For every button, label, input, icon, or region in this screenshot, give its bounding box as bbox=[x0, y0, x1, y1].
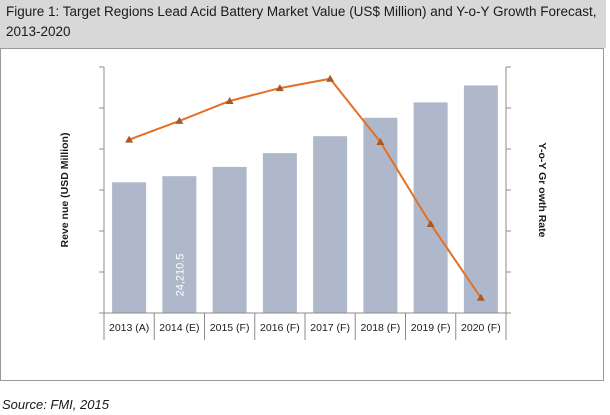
growth-point-marker bbox=[476, 293, 485, 301]
chart-bar bbox=[212, 166, 247, 313]
chart-bar bbox=[112, 182, 147, 313]
x-tick-label: 2020 (F) bbox=[461, 322, 501, 334]
x-tick-label: 2014 (E) bbox=[159, 322, 199, 334]
source-note: Source: FMI, 2015 bbox=[2, 397, 109, 412]
chart-bar bbox=[413, 102, 448, 313]
x-tick-label: 2013 (A) bbox=[109, 322, 149, 334]
chart-bar bbox=[313, 136, 348, 313]
x-tick-label: 2015 (F) bbox=[210, 322, 250, 334]
chart-frame: 2013 (A) 2014 (E) 2015 (F) 2016 (F) 2017 (F)… bbox=[0, 48, 604, 381]
growth-point-marker bbox=[326, 74, 335, 82]
growth-line bbox=[128, 77, 482, 299]
y-axis-right-title: Y-o-Y Gr owth Rate bbox=[536, 143, 548, 238]
chart-bar bbox=[262, 153, 297, 313]
growth-point-marker bbox=[426, 219, 435, 227]
growth-point-marker bbox=[275, 84, 284, 92]
x-tick-label: 2018 (F) bbox=[361, 322, 401, 334]
chart-svg: 2013 (A) 2014 (E) 2015 (F) 2016 (F) 2017 (F)… bbox=[59, 66, 548, 340]
chart-bar bbox=[463, 85, 498, 313]
x-tick-label: 2019 (F) bbox=[411, 322, 451, 334]
figure-header: Figure 1: Target Regions Lead Acid Batte… bbox=[0, 0, 606, 48]
x-tick-label: 2017 (F) bbox=[310, 322, 350, 334]
growth-point-marker bbox=[376, 137, 385, 145]
growth-point-marker bbox=[125, 135, 134, 143]
chart-bar bbox=[363, 117, 398, 313]
bar-data-label: 24,210.5 bbox=[174, 254, 186, 297]
figure-title: Figure 1: Target Regions Lead Acid Batte… bbox=[6, 4, 597, 39]
y-axis-left-title: Reve nue (USD Million) bbox=[59, 133, 71, 248]
x-tick-label: 2016 (F) bbox=[260, 322, 300, 334]
growth-point-marker bbox=[225, 96, 234, 104]
chart-bar bbox=[162, 176, 197, 313]
growth-point-marker bbox=[175, 116, 184, 124]
